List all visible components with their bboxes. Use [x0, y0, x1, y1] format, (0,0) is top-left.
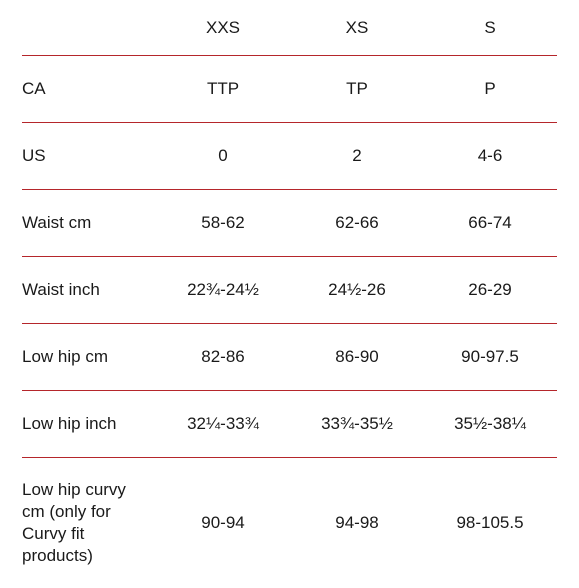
row-value: 98-105.5 — [456, 513, 524, 532]
row-value: 62-66 — [335, 213, 379, 232]
row-value: 82-86 — [201, 347, 245, 366]
row-value: 4-6 — [477, 146, 503, 165]
row-value: 2 — [352, 146, 362, 165]
table-row-low-hip-inch: Low hip inch 32¼-33¾ 33¾-35½ 35½-38¼ — [22, 391, 557, 458]
size-header-row: XXS XS S — [22, 0, 557, 56]
table-row-waist-cm: Waist cm 58-62 62-66 66-74 — [22, 190, 557, 257]
row-label: Low hip cm — [22, 347, 108, 366]
row-value: 24½-26 — [328, 280, 386, 299]
row-value: 90-97.5 — [461, 347, 519, 366]
row-value: 0 — [218, 146, 228, 165]
row-label: US — [22, 146, 46, 165]
row-label: Waist cm — [22, 213, 92, 232]
size-header-s: S — [484, 17, 496, 37]
row-value: 66-74 — [468, 213, 512, 232]
row-value: TP — [346, 79, 368, 98]
row-label: Waist inch — [22, 280, 100, 299]
size-header-xxs: XXS — [205, 17, 241, 37]
row-value: 94-98 — [335, 513, 379, 532]
table-row-low-hip-curvy-cm: Low hip curvy cm (only for Curvy fit pro… — [22, 458, 557, 588]
row-value: 90-94 — [201, 513, 245, 532]
row-value: 33¾-35½ — [321, 414, 393, 433]
table-row-us: US 0 2 4-6 — [22, 123, 557, 190]
table-row-low-hip-cm: Low hip cm 82-86 86-90 90-97.5 — [22, 324, 557, 391]
table-row-waist-inch: Waist inch 22¾-24½ 24½-26 26-29 — [22, 257, 557, 324]
size-header-xs: XS — [345, 17, 369, 37]
row-label: Low hip curvy cm (only for Curvy fit pro… — [22, 480, 126, 565]
row-value: 22¾-24½ — [187, 280, 259, 299]
row-value: 26-29 — [468, 280, 512, 299]
row-label: Low hip inch — [22, 414, 117, 433]
table-row-ca: CA TTP TP P — [22, 56, 557, 123]
row-value: TTP — [206, 79, 240, 98]
row-value: 35½-38¼ — [454, 414, 526, 433]
row-value: 58-62 — [201, 213, 245, 232]
row-label: CA — [22, 79, 46, 98]
row-value: 86-90 — [335, 347, 379, 366]
row-value: P — [484, 79, 496, 98]
row-value: 32¼-33¾ — [187, 414, 259, 433]
